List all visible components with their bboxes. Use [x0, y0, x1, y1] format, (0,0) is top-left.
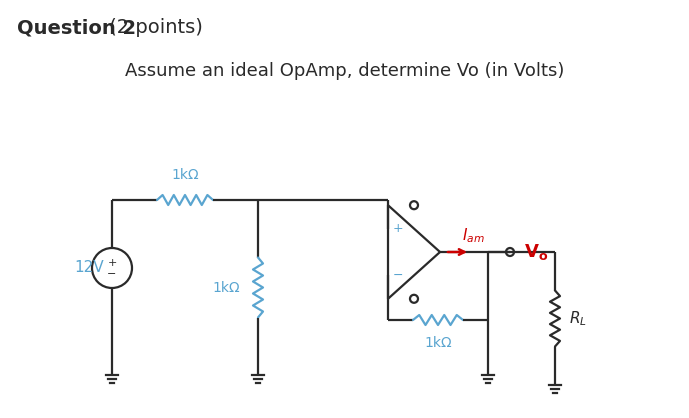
- Text: $R_L$: $R_L$: [569, 309, 587, 328]
- Text: Assume an ideal OpAmp, determine Vo (in Volts): Assume an ideal OpAmp, determine Vo (in …: [125, 62, 564, 80]
- Text: −: −: [107, 269, 116, 279]
- Text: (2 points): (2 points): [103, 18, 203, 37]
- Text: 1kΩ: 1kΩ: [212, 280, 240, 295]
- Text: +: +: [107, 258, 116, 268]
- Text: 1kΩ: 1kΩ: [424, 336, 452, 350]
- Text: −: −: [393, 269, 403, 282]
- Text: 1kΩ: 1kΩ: [171, 168, 199, 182]
- Text: Question 2: Question 2: [17, 18, 136, 37]
- Text: 12V: 12V: [74, 260, 104, 275]
- Text: +: +: [393, 222, 403, 235]
- Text: $I_{am}$: $I_{am}$: [462, 227, 484, 245]
- Text: $\mathbf{V_o}$: $\mathbf{V_o}$: [524, 242, 548, 262]
